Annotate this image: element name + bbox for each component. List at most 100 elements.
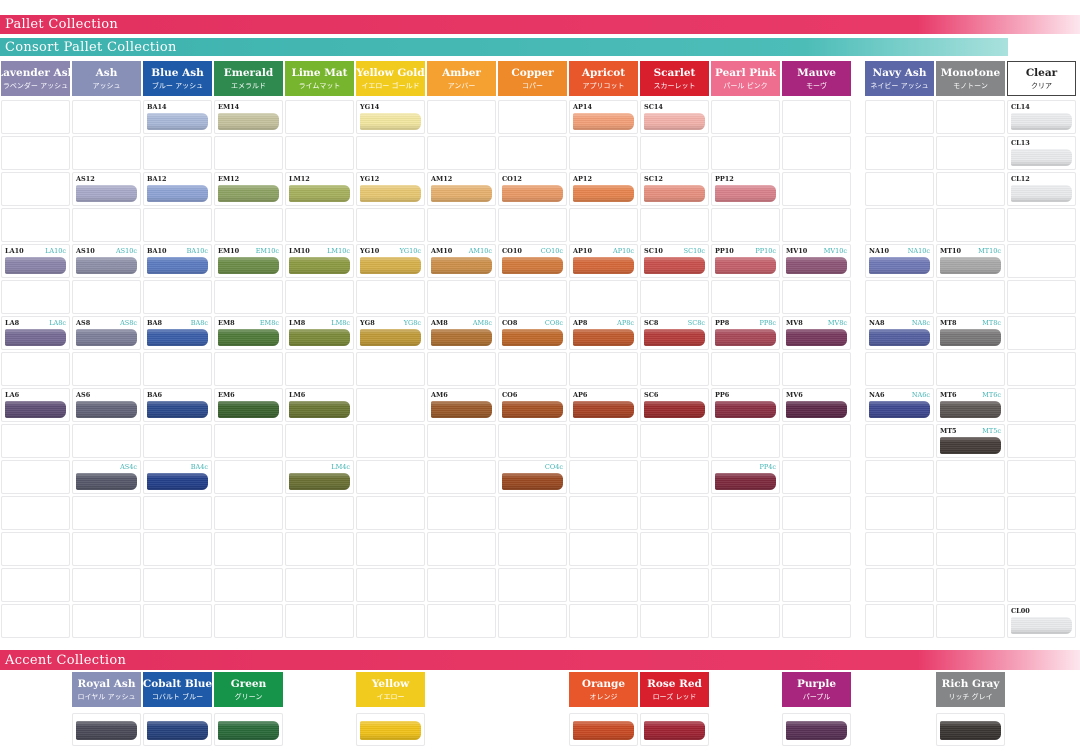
grid-cell [498, 280, 567, 314]
consort-code: AP10c [613, 247, 634, 255]
grid-cell [143, 604, 212, 638]
shade-code: AS10 [76, 247, 95, 255]
grid-cell [1, 568, 70, 602]
swatch-cell: CO4c [498, 460, 567, 494]
swatch-cell: MV10 MV10c [782, 244, 851, 278]
shade-code: NA6 [869, 391, 885, 399]
grid-cell [285, 568, 354, 602]
consort-code: MV8c [827, 319, 847, 327]
swatch-cell: PP6 [711, 388, 780, 422]
grid-cell [782, 136, 851, 170]
grid-cell [1007, 244, 1076, 278]
hair-swatch [76, 473, 137, 490]
accent-name: Royal Ash [77, 677, 136, 690]
accent-name: Rose Red [647, 677, 702, 690]
shade-code: AS6 [76, 391, 91, 399]
column-name: Monotone [940, 66, 1001, 79]
grid-cell [711, 100, 780, 134]
shade-code: AS12 [76, 175, 95, 183]
grid-cell [936, 604, 1005, 638]
grid-cell [214, 424, 283, 458]
shade-code: LM12 [289, 175, 310, 183]
shade-code: CL14 [1011, 103, 1030, 111]
grid-cell [427, 424, 496, 458]
grid-cell [285, 100, 354, 134]
accent-name-jp: グリーン [234, 693, 263, 701]
grid-cell [143, 568, 212, 602]
shade-code: EM14 [218, 103, 240, 111]
grid-cell [1007, 316, 1076, 350]
accent-name-jp: ロイヤル アッシュ [77, 693, 136, 701]
accent-name-jp: リッチ グレイ [948, 693, 993, 701]
hair-swatch [644, 329, 705, 346]
swatch-cell: YG12 [356, 172, 425, 206]
grid-cell [936, 568, 1005, 602]
consort-code: CO4c [544, 463, 563, 471]
shade-code: PP12 [715, 175, 734, 183]
hair-swatch [431, 329, 492, 346]
grid-cell [640, 460, 709, 494]
swatch-cell: AM6 [427, 388, 496, 422]
grid-cell [498, 568, 567, 602]
grid-cell [782, 424, 851, 458]
consort-code: YG8c [403, 319, 421, 327]
grid-cell [569, 496, 638, 530]
grid-cell [356, 388, 425, 422]
shade-code: EM6 [218, 391, 235, 399]
shade-code: YG8 [360, 319, 375, 327]
grid-cell [427, 460, 496, 494]
column-name: Ash [95, 66, 118, 79]
swatch-cell: MV8 MV8c [782, 316, 851, 350]
consort-code: AP8c [617, 319, 634, 327]
grid-cell [782, 208, 851, 242]
swatch-cell: AS10 AS10c [72, 244, 141, 278]
column-header-mauve: Mauve モーヴ [782, 61, 851, 96]
shade-code: LA6 [5, 391, 20, 399]
swatch-cell: BA10 BA10c [143, 244, 212, 278]
grid-cell [214, 208, 283, 242]
swatch-cell: CL14 [1007, 100, 1076, 134]
shade-code: AP6 [573, 391, 588, 399]
hair-swatch [786, 329, 847, 346]
grid-cell [569, 568, 638, 602]
consort-code: LA10c [45, 247, 66, 255]
grid-cell [865, 532, 934, 566]
swatch-cell: AM12 [427, 172, 496, 206]
grid-cell [214, 136, 283, 170]
hair-swatch [431, 401, 492, 418]
grid-cell [782, 568, 851, 602]
grid-cell [1, 424, 70, 458]
shade-code: LA10 [5, 247, 24, 255]
grid-cell [427, 352, 496, 386]
swatch-cell: CO12 [498, 172, 567, 206]
accent-name-jp: コバルト ブルー [151, 693, 204, 701]
grid-cell [569, 532, 638, 566]
hair-swatch [644, 185, 705, 202]
consort-code: LM10c [327, 247, 350, 255]
column-header-lavender-ash: Lavender Ash ラベンダー アッシュ [0, 61, 75, 96]
grid-cell [865, 460, 934, 494]
shade-code: CL00 [1011, 607, 1030, 615]
grid-cell [498, 532, 567, 566]
grid-cell [214, 532, 283, 566]
grid-cell [427, 280, 496, 314]
grid-cell [1007, 568, 1076, 602]
swatch-cell: CO10 CO10c [498, 244, 567, 278]
hair-swatch [786, 257, 847, 274]
column-name-jp: コパー [522, 82, 543, 90]
grid-cell [782, 496, 851, 530]
consort-code: LM4c [331, 463, 350, 471]
swatch-cell: LA10 LA10c [1, 244, 70, 278]
grid-cell [782, 460, 851, 494]
column-name-jp: スカーレット [653, 82, 696, 90]
grid-cell [498, 496, 567, 530]
hair-swatch [573, 257, 634, 274]
grid-cell [72, 136, 141, 170]
grid-cell [936, 460, 1005, 494]
swatch-cell: EM8 EM8c [214, 316, 283, 350]
swatch-cell: AP10 AP10c [569, 244, 638, 278]
grid-cell [640, 208, 709, 242]
grid-cell [1007, 496, 1076, 530]
shade-code: YG10 [360, 247, 380, 255]
grid-cell [569, 280, 638, 314]
